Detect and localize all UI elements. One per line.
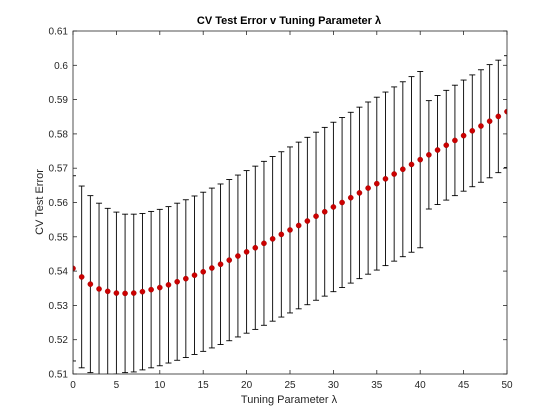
data-point bbox=[78, 274, 85, 280]
data-point bbox=[183, 275, 189, 282]
data-point bbox=[486, 118, 493, 125]
data-point bbox=[156, 284, 163, 291]
x-tick-label: 35 bbox=[371, 380, 383, 391]
data-point bbox=[460, 132, 467, 139]
data-point bbox=[165, 282, 172, 288]
data-point bbox=[452, 137, 458, 144]
x-tick-label: 20 bbox=[241, 380, 253, 391]
x-tick-label: 40 bbox=[415, 380, 427, 391]
data-point bbox=[217, 261, 224, 268]
axes: 0 5 10 15 20 25 30 35 40 45 50 0.51 0.52 0.53 0.54 0.55… bbox=[49, 27, 513, 392]
data-point bbox=[469, 128, 476, 134]
data-point bbox=[252, 244, 259, 251]
x-tick-label: 45 bbox=[458, 380, 470, 391]
data-point bbox=[148, 286, 154, 293]
data-point bbox=[191, 272, 198, 279]
y-tick-label: 0.56 bbox=[49, 198, 69, 209]
data-point bbox=[321, 208, 328, 215]
y-tick-label: 0.51 bbox=[49, 370, 69, 381]
y-tick-label: 0.52 bbox=[49, 335, 69, 346]
x-tick-label: 50 bbox=[501, 380, 513, 391]
y-tick-label: 0.59 bbox=[49, 95, 69, 106]
data-point bbox=[243, 249, 250, 255]
y-tick-label: 0.54 bbox=[49, 267, 69, 278]
data-point bbox=[391, 171, 397, 177]
data-point bbox=[365, 185, 371, 191]
x-tick-label: 10 bbox=[154, 380, 166, 391]
y-tick-label: 0.53 bbox=[49, 301, 69, 312]
x-tick-label: 0 bbox=[70, 380, 76, 391]
data-point bbox=[434, 147, 441, 153]
data-point bbox=[400, 166, 406, 173]
data-point bbox=[226, 257, 233, 263]
data-point bbox=[139, 288, 146, 295]
data-point bbox=[330, 204, 337, 210]
y-axis-label: CV Test Error bbox=[34, 169, 46, 235]
data-point bbox=[347, 194, 354, 201]
errorbar bbox=[504, 55, 507, 168]
y-tick-label: 0.6 bbox=[54, 61, 68, 72]
data-point bbox=[443, 142, 450, 149]
data-point bbox=[269, 236, 276, 242]
data-point bbox=[104, 288, 111, 295]
errorbar bbox=[73, 175, 76, 362]
x-tick-label: 25 bbox=[284, 380, 296, 391]
data-point bbox=[408, 161, 415, 168]
data-point bbox=[278, 231, 285, 238]
data-point bbox=[200, 268, 206, 275]
data-point bbox=[96, 286, 102, 292]
x-tick-label: 5 bbox=[114, 380, 120, 391]
data-point bbox=[495, 113, 502, 120]
x-axis-label: Tuning Parameter λ bbox=[241, 394, 338, 406]
data-point bbox=[313, 213, 319, 220]
data-point bbox=[113, 290, 120, 296]
data-point bbox=[287, 227, 293, 233]
data-point bbox=[295, 222, 302, 229]
data-point bbox=[373, 180, 380, 187]
y-tick-label: 0.58 bbox=[49, 129, 69, 140]
data-point bbox=[339, 199, 345, 206]
plot-area bbox=[73, 55, 507, 374]
data-point bbox=[130, 290, 137, 296]
data-point bbox=[235, 253, 241, 259]
data-point bbox=[87, 281, 94, 287]
y-tick-label: 0.61 bbox=[49, 27, 69, 38]
data-point bbox=[417, 156, 424, 163]
data-point bbox=[261, 240, 267, 247]
data-point bbox=[209, 265, 215, 271]
data-point bbox=[426, 152, 432, 158]
data-point bbox=[478, 123, 484, 129]
y-tick-label: 0.57 bbox=[49, 164, 69, 175]
chart-title: CV Test Error v Tuning Parameter λ bbox=[197, 15, 381, 27]
data-point bbox=[122, 290, 128, 297]
y-tick-label: 0.55 bbox=[49, 232, 69, 243]
data-point bbox=[304, 218, 311, 224]
x-tick-label: 30 bbox=[328, 380, 340, 391]
data-point bbox=[174, 278, 180, 285]
data-point bbox=[382, 176, 389, 182]
x-tick-label: 15 bbox=[198, 380, 210, 391]
data-point bbox=[356, 190, 363, 196]
